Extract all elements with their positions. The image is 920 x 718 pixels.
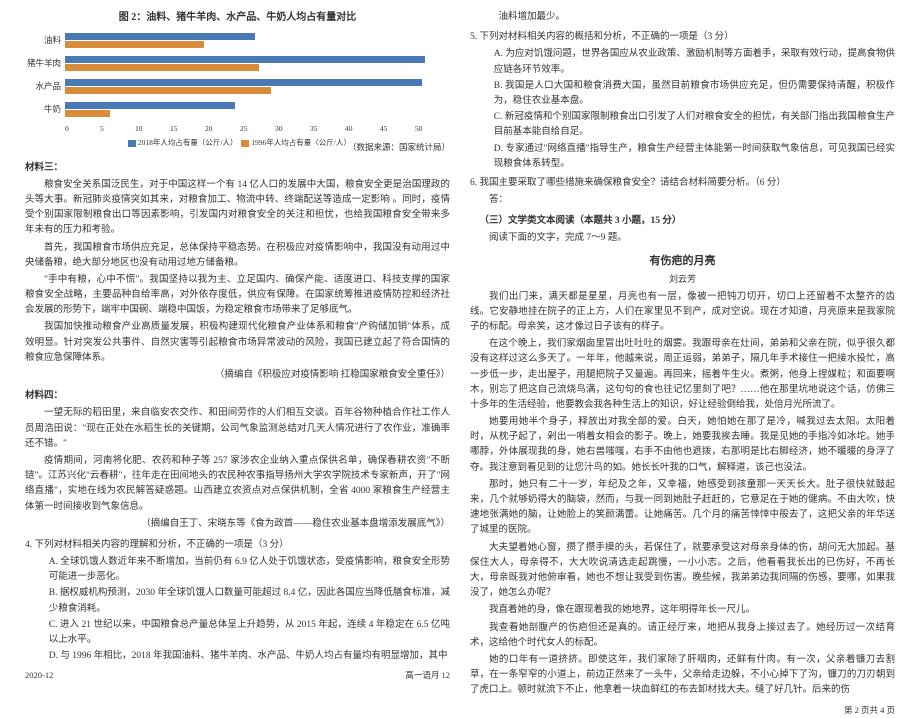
right-column: 油料增加最少。 5. 下列对材料相关内容的概括和分析，不正确的一项是（3 分） …	[460, 10, 905, 640]
legend-swatch	[241, 140, 249, 147]
q4-option-b: B. 据权威机构预测，2030 年全球饥饿人口数量可能超过 8.4 亿，因此各国…	[25, 586, 450, 616]
footer-page: 第 2 页共 4 页	[844, 704, 895, 718]
bar-chart: 油料猪牛羊肉水产品牛奶051015202530354045502018年人均占有…	[25, 31, 450, 136]
chart-bar-group	[65, 55, 450, 73]
chart-tick: 30	[275, 123, 310, 135]
q4-stem: 4. 下列对材料相关内容的理解和分析，不正确的一项是（3 分）	[25, 538, 450, 553]
material-3-p2: 首先，我国粮食市场供应充足，总体保持平稳态势。在积极应对疫情影响中，我国没有动用…	[25, 241, 450, 271]
story-p8: 她的口年有一道挤挤。即使这年，我们家除了肝咽肉，还鲜有什肉。有一次，父亲着镰刀去…	[470, 653, 895, 699]
chart-bar	[65, 110, 110, 117]
chart-category-label: 牛奶	[25, 103, 65, 117]
material-3-cite: （摘编自《积极应对疫情影响 扛稳国家粮食安全重任》）	[25, 368, 450, 383]
material-4-cite: （摘编自王丁、宋晓东等《食为政首——稳住农业基本盘增添发展底气》）	[25, 517, 450, 532]
story-p1: 我们出门来，满天都是星星，月亮也有一层，像被一把钝刀切开，切口上还留着不太整齐的…	[470, 290, 895, 336]
q4-option-a: A. 全球饥饿人数近年来不断增加，当前仍有 6.9 亿人处于饥饿状态，受疫情影响…	[25, 555, 450, 585]
chart-bar-group	[65, 32, 450, 50]
footer-center: 高一语月 12	[405, 669, 450, 683]
chart-title: 图 2：油料、猪牛羊肉、水产品、牛奶人均占有量对比	[25, 10, 450, 26]
q6-stem: 6. 我国主要采取了哪些措施来确保粮食安全？请结合材料简要分析。（6 分）	[470, 176, 895, 191]
q4-option-c: C. 进入 21 世纪以来，中国粮食总产量总体呈上升趋势，从 2015 年起，连…	[25, 618, 450, 648]
chart-tick: 25	[240, 123, 275, 135]
chart-row: 牛奶	[25, 100, 450, 120]
left-column: 图 2：油料、猪牛羊肉、水产品、牛奶人均占有量对比 油料猪牛羊肉水产品牛奶051…	[15, 10, 460, 640]
q6-answer-line: 答：	[470, 193, 895, 208]
chart-row: 水产品	[25, 77, 450, 97]
story-p3: 她要用她半个身子，释放出对我全部的爱。白天，她怕她在那了是冷，喊我过去太阳。太阳…	[470, 415, 895, 476]
material-3-p1: 粮食安全关系国泛民生，对于中国这样一个有 14 亿人口的发展中大国，粮食安全更是…	[25, 178, 450, 239]
footer-date: 2020-12	[25, 669, 53, 683]
chart-category-label: 猪牛羊肉	[25, 57, 65, 71]
chart-row: 猪牛羊肉	[25, 54, 450, 74]
reading-section-head: （三）文学类文本阅读（本题共 3 小题，15 分）	[470, 214, 895, 229]
reading-instruction: 阅读下面的文字，完成 7～9 题。	[470, 231, 895, 246]
q5-option-d: D. 专家通过"网络直播"指导生产，粮食生产经营主体能第一时间获取气象信息，可见…	[470, 142, 895, 172]
material-4-head: 材料四：	[25, 389, 450, 404]
chart-legend: 2018年人均占有量（公斤/人） 1996年人均占有量（公斤/人）	[25, 137, 450, 149]
legend-swatch	[128, 140, 136, 147]
q5-option-c: C. 新冠疫情和个别国家限制粮食出口引发了人们对粮食安全的担忧，有关部门指出我国…	[470, 110, 895, 140]
chart-tick: 40	[345, 123, 380, 135]
chart-tick: 50	[415, 123, 450, 135]
chart-bar	[65, 79, 422, 86]
legend-label: 1996年人均占有量（公斤/人）	[251, 138, 354, 147]
chart-category-label: 油料	[25, 34, 65, 48]
q5-option-b: B. 我国是人口大国和粮食消费大国，虽然目前粮食市场供应充足，但仍需要保持清醒，…	[470, 79, 895, 109]
material-4-p2: 疫情期间，河南将化肥、农药和种子等 257 家涉农企业纳入重点保供名单，确保春耕…	[25, 454, 450, 515]
story-author: 刘云芳	[470, 272, 895, 286]
story-p6: 我直着她的身，像在跟现着我的她地界，这年明得年长一尺儿。	[470, 603, 895, 618]
story-p5: 大夫望着她心窗，攒了攒手摸的头，若保住了，就要承受这对母亲身体的伤，胡问无大加起…	[470, 541, 895, 602]
q5-stem: 5. 下列对材料相关内容的概括和分析，不正确的一项是（3 分）	[470, 30, 895, 45]
chart-tick: 20	[205, 123, 240, 135]
chart-bar-group	[65, 101, 450, 119]
story-p4: 那时，她只有二十一岁，年纪及之年，又幸福，她感受到孩童那一天天长大。肚子很快就鼓…	[470, 478, 895, 539]
material-3-p3: "手中有粮，心中不慌"。我国坚持以我为主、立足国内、确保产能、适度进口、科技支撑…	[25, 273, 450, 319]
chart-tick: 35	[310, 123, 345, 135]
q4-option-d: D. 与 1996 年相比，2018 年我国油料、猪牛羊肉、水产品、牛奶人均占有…	[25, 649, 450, 664]
chart-tick: 15	[170, 123, 205, 135]
footer-right-col: 第 2 页共 4 页	[470, 700, 895, 718]
material-4-p1: 一望无际的稻田里，来自临安农交作、和田间劳作的人们相互交谈。百年谷物种植合作社工…	[25, 406, 450, 452]
chart-category-label: 水产品	[25, 80, 65, 94]
chart-row: 油料	[25, 31, 450, 51]
story-p2: 在这个晚上，我们家烟囱里冒出吐吐吐的烟雾。我跟母亲在灶间，弟弟和父亲在院，似乎很…	[470, 337, 895, 413]
material-3-head: 材料三：	[25, 161, 450, 176]
q4-d-continuation: 油料增加最少。	[470, 10, 895, 25]
story-p7: 我查看她剖腹产的伤疤但还是真的。请正经厅来，地把从我身上接过去了。她经历过一次结…	[470, 621, 895, 651]
chart-bar	[65, 87, 271, 94]
material-3-p4: 我国加快推动粮食产业高质量发展，积极构建现代化粮食产业体系和粮食"产购储加销"体…	[25, 320, 450, 366]
chart-bar	[65, 64, 259, 71]
chart-tick: 5	[100, 123, 135, 135]
q5-option-a: A. 为应对饥饿问题，世界各国应从农业政策、激励机制等方面着手，采取有效行动，提…	[470, 47, 895, 77]
story-title: 有伤疤的月亮	[470, 253, 895, 271]
chart-bar-group	[65, 78, 450, 96]
legend-label: 2018年人均占有量（公斤/人）	[138, 138, 241, 147]
chart-bar	[65, 41, 204, 48]
chart-tick: 10	[135, 123, 170, 135]
chart-tick: 0	[65, 123, 100, 135]
chart-tick: 45	[380, 123, 415, 135]
chart-x-axis: 05101520253035404550	[65, 123, 450, 135]
chart-bar	[65, 33, 255, 40]
footer-left-col: 2020-12 高一语月 12	[25, 665, 450, 683]
chart-bar	[65, 56, 425, 63]
chart-bar	[65, 102, 235, 109]
